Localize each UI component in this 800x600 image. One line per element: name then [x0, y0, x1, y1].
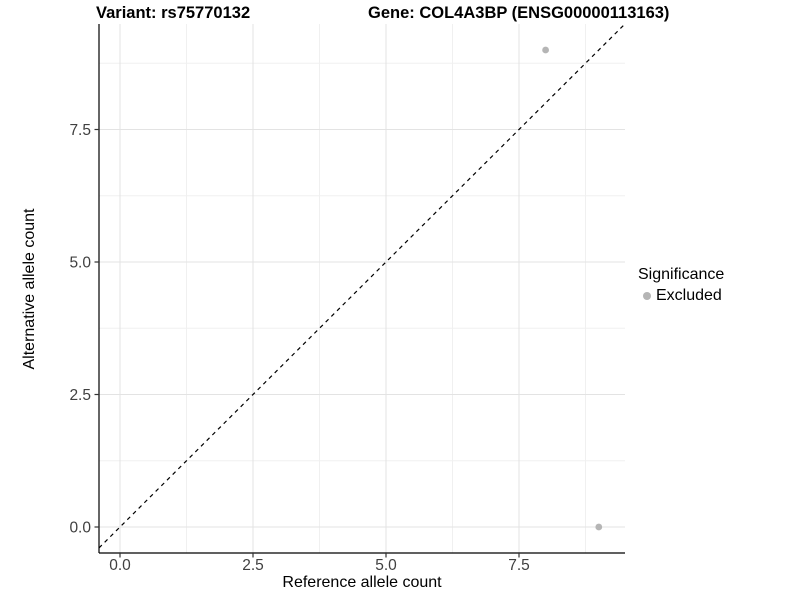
- plot-title-gene: Gene: COL4A3BP (ENSG00000113163): [368, 4, 670, 22]
- y-tick-label: 2.5: [69, 387, 91, 404]
- x-tick-label: 2.5: [242, 557, 264, 574]
- legend-entry-label: Excluded: [656, 287, 722, 304]
- data-point: [595, 523, 603, 531]
- y-axis-title: Alternative allele count: [21, 208, 38, 370]
- legend-title: Significance: [638, 266, 725, 283]
- legend-entry-excluded: Excluded: [638, 287, 800, 305]
- data-point: [542, 46, 549, 54]
- identity-reference-line: [98, 23, 626, 549]
- x-axis-title: Reference allele count: [282, 574, 442, 591]
- x-tick-label: 7.5: [508, 557, 530, 574]
- x-tick-label: 0.0: [109, 557, 131, 574]
- plot-title-variant: Variant: rs75770132: [96, 4, 251, 22]
- legend: Significance Excluded: [638, 266, 800, 305]
- y-tick-label: 0.0: [69, 520, 91, 537]
- y-tick-label: 7.5: [69, 122, 91, 139]
- x-tick-label: 5.0: [375, 557, 397, 574]
- legend-key-dot: [643, 292, 651, 300]
- y-tick-label: 5.0: [69, 255, 91, 272]
